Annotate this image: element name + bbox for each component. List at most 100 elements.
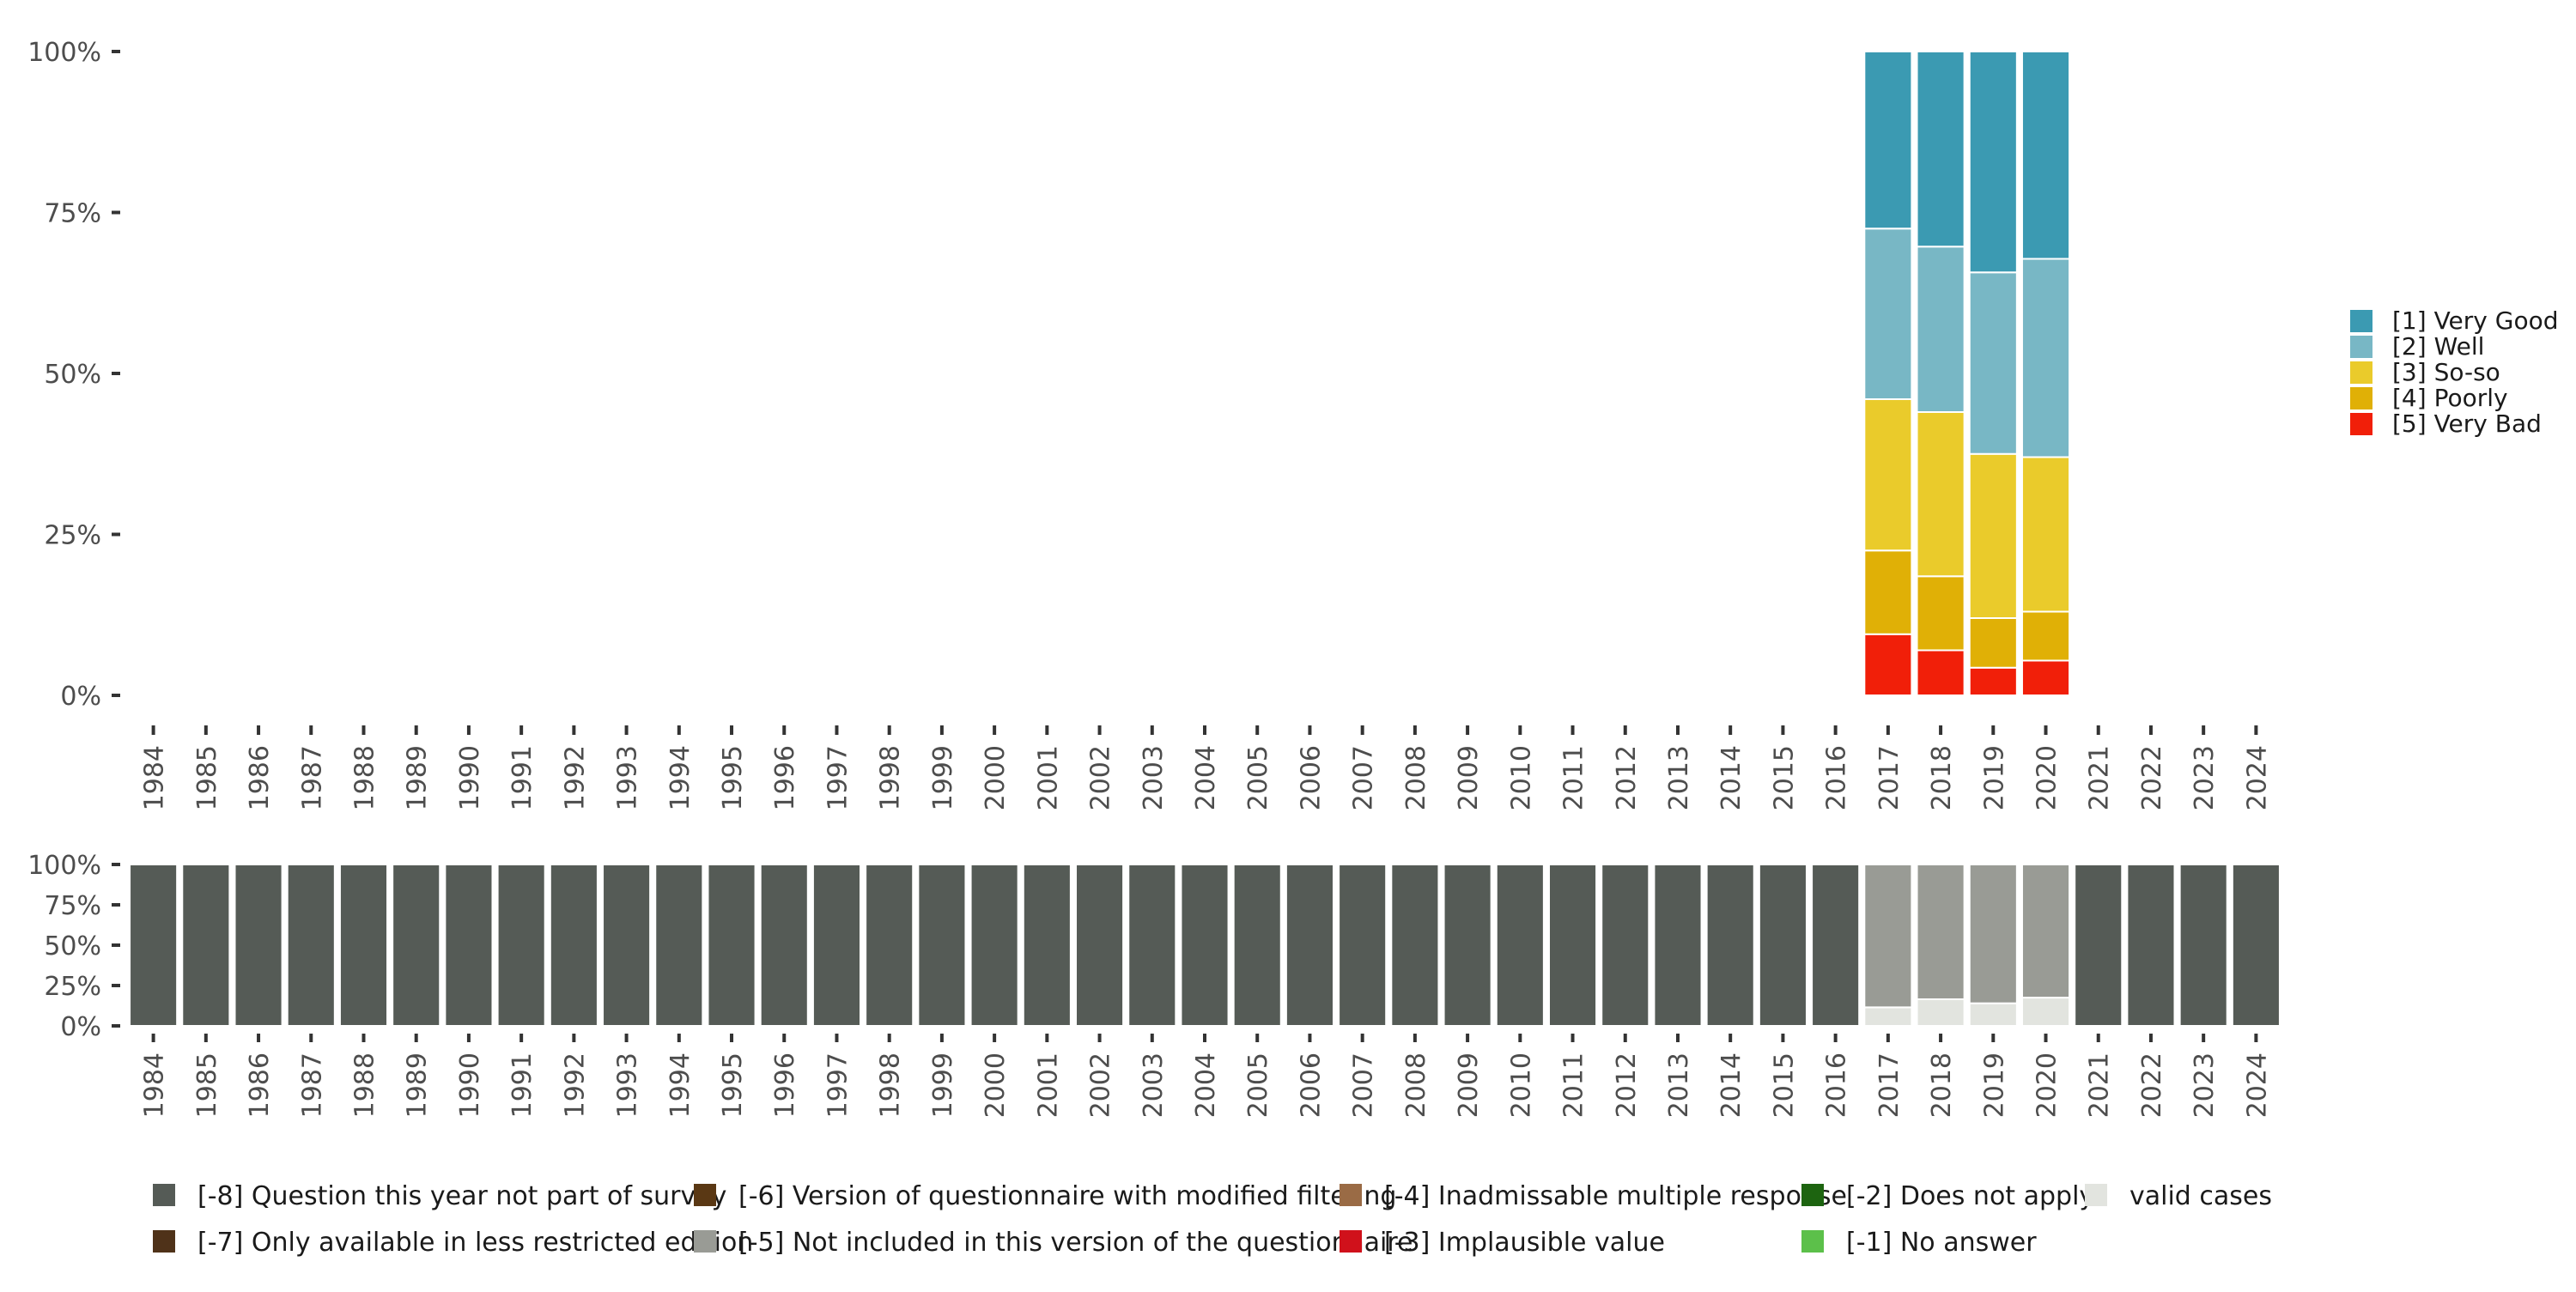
y-tick-label: 100%: [27, 851, 101, 881]
x-tick-label: 2015: [1769, 745, 1799, 810]
x-tick-label: 2023: [2190, 1052, 2220, 1118]
x-tick-label: 2007: [1349, 1052, 1379, 1118]
x-tick-label: 2024: [2242, 745, 2272, 810]
legend-swatch: [2350, 387, 2372, 409]
bar-segment: [1968, 51, 2018, 274]
bar-segment: [865, 864, 914, 1027]
x-tick-label: 2003: [1139, 745, 1169, 810]
x-tick-label: 2004: [1191, 745, 1221, 810]
legend-swatch: [2350, 310, 2372, 332]
x-tick-label: 1999: [928, 745, 958, 810]
bar-segment: [2020, 997, 2071, 1027]
x-tick-label: 1993: [613, 745, 643, 810]
x-tick-label: 2009: [1454, 1052, 1484, 1118]
x-tick-label: 1996: [770, 1052, 800, 1118]
y-tick-label: 0%: [60, 1012, 101, 1042]
bar-segment: [969, 864, 1019, 1027]
x-tick-label: 2011: [1559, 745, 1589, 810]
x-tick-label: 2000: [981, 1052, 1011, 1118]
legend-label: [-8] Question this year not part of surv…: [197, 1181, 726, 1211]
bar-segment: [917, 864, 967, 1027]
bar-segment: [2020, 456, 2071, 613]
legend-label: [-2] Does not apply: [1846, 1181, 2094, 1211]
x-tick-label: 2019: [1979, 1052, 2009, 1118]
legend-label: [4] Poorly: [2392, 384, 2508, 412]
bar-segment: [1653, 864, 1703, 1027]
x-tick-label: 2001: [1033, 745, 1063, 810]
x-tick-label: 1998: [876, 1052, 906, 1118]
x-tick-label: 1986: [245, 745, 275, 810]
x-tick-label: 2014: [1716, 745, 1747, 810]
legend-swatch: [1340, 1230, 1362, 1253]
x-tick-label: 2018: [1927, 745, 1957, 810]
x-tick-label: 1985: [192, 1052, 222, 1118]
legend-swatch: [694, 1184, 716, 1206]
x-tick-label: 2016: [1822, 1052, 1852, 1118]
bar-segment: [1968, 452, 2018, 619]
x-tick-label: 1984: [140, 745, 170, 810]
bar-segment: [2231, 864, 2281, 1027]
x-tick-label: 2012: [1612, 745, 1642, 810]
x-tick-label: 2005: [1243, 1052, 1273, 1118]
x-tick-label: 2005: [1243, 745, 1273, 810]
bar-segment: [1968, 864, 2018, 1004]
x-tick-label: 2021: [2085, 1052, 2115, 1118]
x-tick-label: 2010: [1506, 745, 1536, 810]
x-tick-label: 2024: [2242, 1052, 2272, 1118]
legend-swatch: [1801, 1184, 1824, 1206]
legend-label: [-1] No answer: [1846, 1228, 2037, 1258]
x-tick-label: 1997: [823, 1052, 853, 1118]
legend-label: [3] So-so: [2392, 358, 2500, 386]
bar-segment: [234, 864, 283, 1027]
x-tick-label: 2013: [1664, 1052, 1694, 1118]
legend-label: [-7] Only available in less restricted e…: [197, 1228, 753, 1258]
bar-segment: [2020, 258, 2071, 458]
bar-segment: [1022, 864, 1072, 1027]
bar-segment: [2074, 864, 2123, 1027]
bar-segment: [1127, 864, 1177, 1027]
x-tick-label: 2017: [1874, 1052, 1905, 1118]
legend-swatch: [1801, 1230, 1824, 1253]
x-tick-label: 1990: [455, 745, 485, 810]
x-tick-label: 1992: [560, 745, 590, 810]
legend-swatch: [694, 1230, 716, 1253]
x-tick-label: 2023: [2190, 745, 2220, 810]
x-tick-label: 2008: [1401, 1052, 1431, 1118]
legend-label: [-6] Version of questionnaire with modif…: [738, 1181, 1396, 1211]
bar-segment: [1916, 51, 1965, 248]
bar-segment: [1443, 864, 1492, 1027]
y-tick-label: 25%: [44, 972, 101, 1002]
x-tick-label: 2006: [1296, 745, 1326, 810]
x-tick-label: 2010: [1506, 1052, 1536, 1118]
bar-segment: [2020, 864, 2071, 999]
bar-segment: [1916, 246, 1965, 413]
x-tick-label: 1987: [297, 745, 327, 810]
x-tick-label: 1989: [403, 745, 433, 810]
bar-segment: [1863, 549, 1913, 635]
bar-segment: [444, 864, 494, 1027]
legend-label: [-3] Implausible value: [1384, 1228, 1665, 1258]
legend-swatch: [153, 1230, 175, 1253]
x-tick-label: 1994: [665, 1052, 696, 1118]
bar-segment: [707, 864, 756, 1027]
x-tick-label: 1995: [718, 745, 748, 810]
bar-segment: [1916, 411, 1965, 578]
legend-swatch: [153, 1184, 175, 1206]
x-tick-label: 2002: [1086, 745, 1116, 810]
x-tick-label: 1985: [192, 745, 222, 810]
bar-segment: [129, 864, 179, 1027]
bar-segment: [1075, 864, 1125, 1027]
x-tick-label: 1994: [665, 745, 696, 810]
x-tick-label: 2009: [1454, 745, 1484, 810]
x-tick-label: 1988: [349, 1052, 380, 1118]
x-tick-label: 1987: [297, 1052, 327, 1118]
x-tick-label: 1984: [140, 1052, 170, 1118]
x-tick-label: 1993: [613, 1052, 643, 1118]
bar-segment: [1863, 398, 1913, 552]
x-tick-label: 2020: [2032, 745, 2063, 810]
x-tick-label: 1995: [718, 1052, 748, 1118]
x-tick-label: 2000: [981, 745, 1011, 810]
legend-label: valid cases: [2129, 1181, 2272, 1211]
x-tick-label: 2016: [1822, 745, 1852, 810]
y-tick-label: 50%: [44, 931, 101, 961]
